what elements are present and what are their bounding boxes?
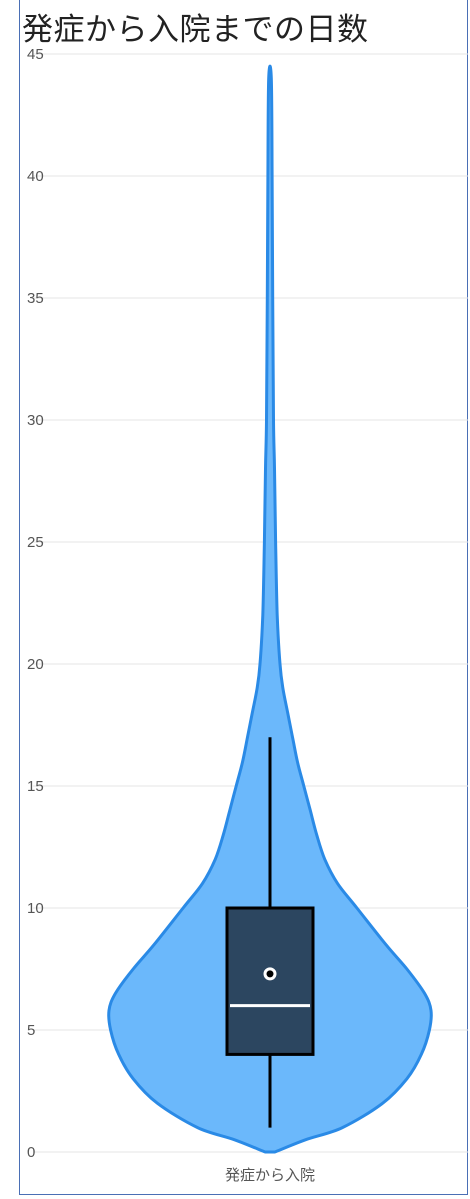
- box-layer: [225, 737, 315, 1128]
- y-tick-label-40: 40: [27, 168, 44, 185]
- y-tick-labels: 0 5 10 15 20 25 30 35 40 45: [27, 46, 44, 1161]
- y-tick-label-5: 5: [27, 1022, 35, 1039]
- y-tick-label-15: 15: [27, 778, 44, 795]
- x-tick-labels: 発症から入院: [225, 1166, 315, 1184]
- y-tick-label-30: 30: [27, 412, 44, 429]
- y-tick-label-25: 25: [27, 534, 44, 551]
- violin-layer: [107, 64, 433, 1154]
- y-tick-label-45: 45: [27, 46, 44, 63]
- mean-marker: [263, 967, 277, 981]
- chart-title: 発症から入院までの日数: [22, 12, 369, 48]
- chart-frame: [19, 0, 468, 1195]
- y-tick-label-0: 0: [27, 1144, 35, 1161]
- y-tick-label-35: 35: [27, 290, 44, 307]
- y-tick-label-20: 20: [27, 656, 44, 673]
- x-tick-label: 発症から入院: [225, 1166, 315, 1184]
- violin-body: [107, 64, 433, 1154]
- y-tick-label-10: 10: [27, 900, 44, 917]
- iqr-box: [225, 906, 315, 1056]
